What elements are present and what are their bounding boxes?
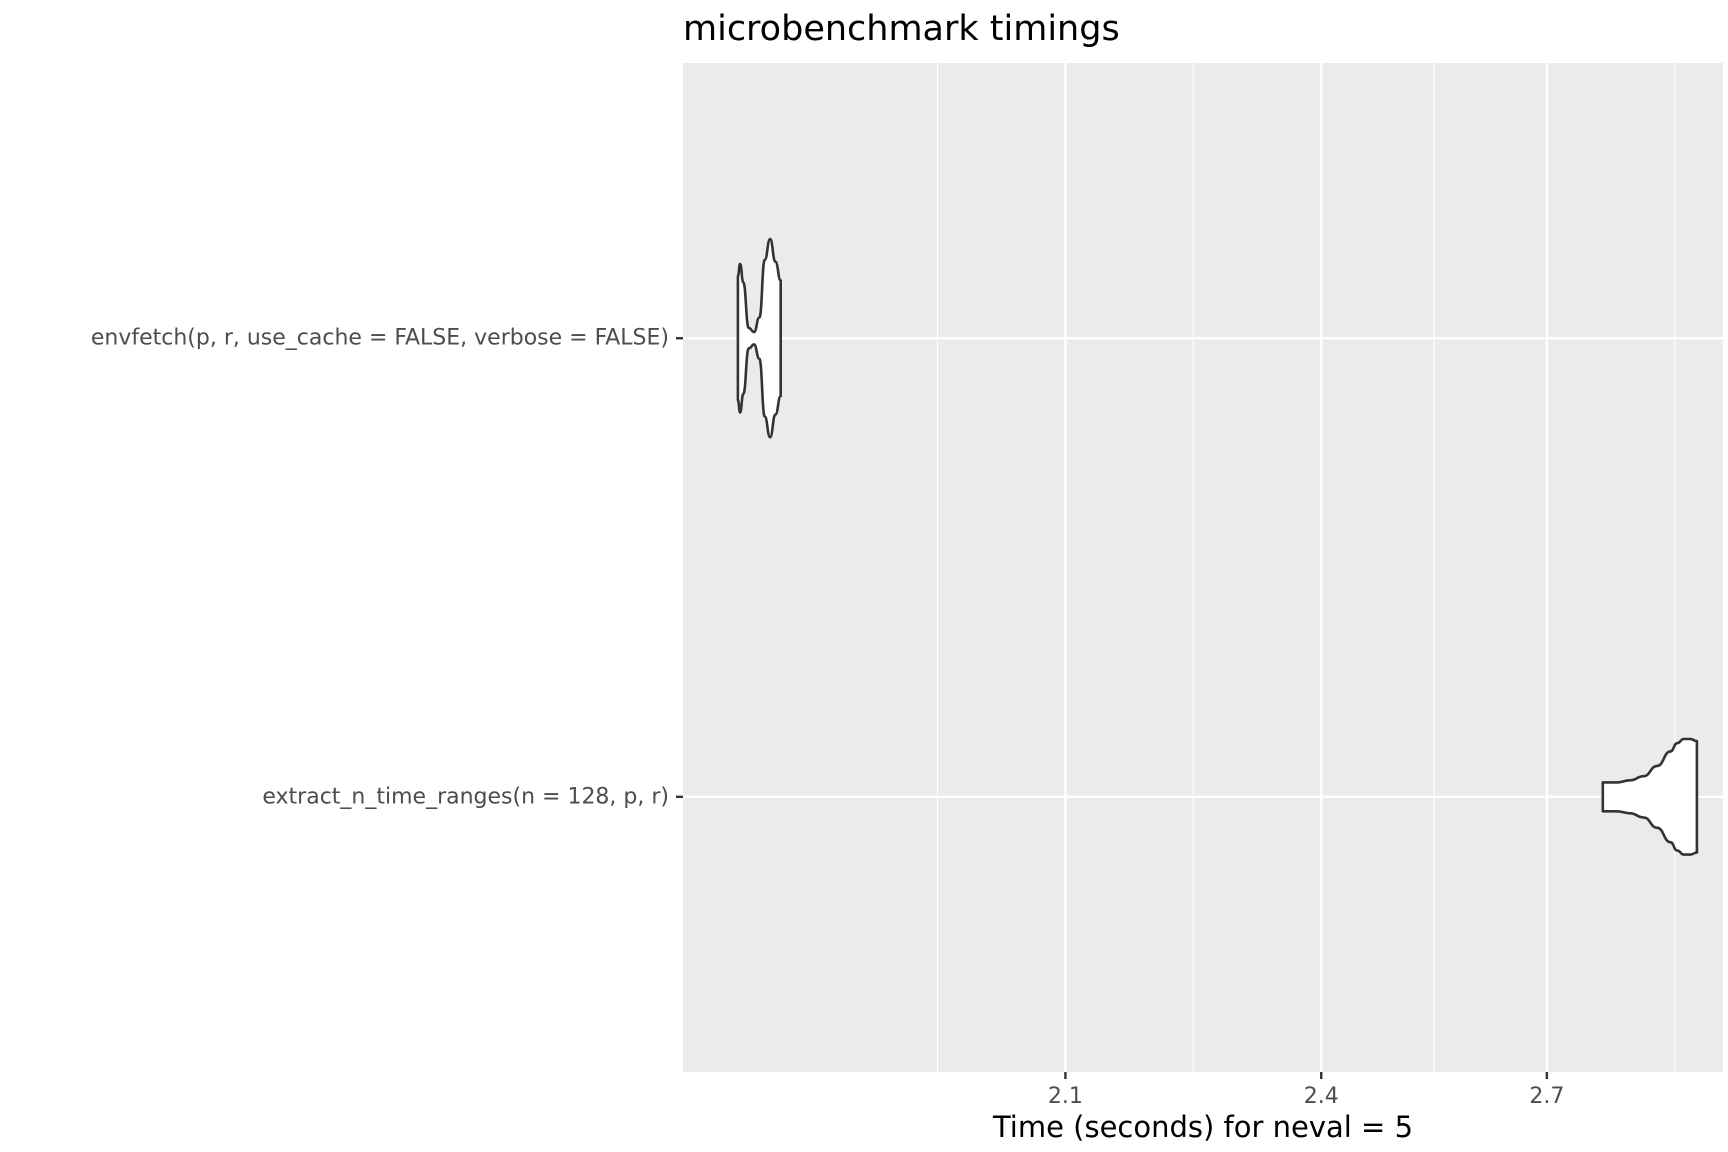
y-tick-label: extract_n_time_ranges(n = 128, p, r) xyxy=(262,784,669,809)
x-axis-title: Time (seconds) for neval = 5 xyxy=(992,1110,1413,1144)
x-tick-label: 2.1 xyxy=(1048,1084,1083,1109)
y-axis: envfetch(p, r, use_cache = FALSE, verbos… xyxy=(91,326,683,809)
plot-panel xyxy=(683,63,1723,1072)
y-tick-label: envfetch(p, r, use_cache = FALSE, verbos… xyxy=(91,326,669,351)
x-tick-label: 2.4 xyxy=(1304,1084,1339,1109)
major-gridlines xyxy=(683,63,1723,1072)
violin xyxy=(1601,737,1699,856)
minor-gridlines xyxy=(936,63,1676,1072)
violin xyxy=(736,237,782,439)
violins xyxy=(736,237,1699,856)
chart-title: microbenchmark timings xyxy=(683,9,1120,49)
x-axis: 2.1 2.4 2.7 xyxy=(1048,1072,1564,1109)
x-tick-label: 2.7 xyxy=(1529,1084,1564,1109)
